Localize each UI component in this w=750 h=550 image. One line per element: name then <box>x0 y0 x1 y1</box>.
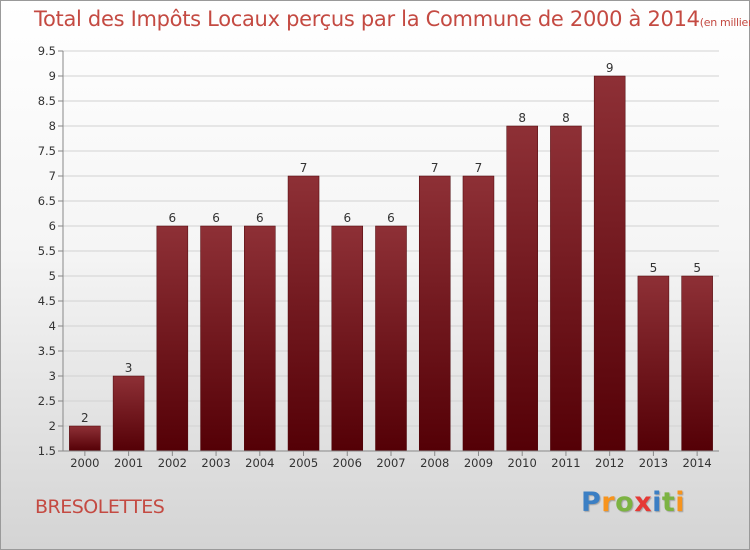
bar <box>506 125 538 452</box>
data-label: 5 <box>693 261 701 275</box>
data-label: 9 <box>606 61 614 75</box>
bar <box>593 75 626 452</box>
data-label: 2 <box>81 411 89 425</box>
y-tick-label: 7.5 <box>38 144 56 158</box>
data-label: 6 <box>343 211 351 225</box>
data-label: 7 <box>300 161 308 175</box>
chart-unit: (en milliers d'€) <box>699 16 750 29</box>
data-labels: 2 3 6 6 6 7 6 6 7 7 8 8 9 5 5 <box>81 61 701 425</box>
bars <box>69 75 713 452</box>
logo-letter: r <box>601 487 616 518</box>
x-tick-label: 2005 <box>289 456 318 470</box>
y-tick-label: 8 <box>49 119 56 133</box>
data-label: 7 <box>431 161 439 175</box>
logo-letter: i <box>675 487 686 518</box>
logo-letter: i <box>652 487 662 518</box>
y-tick-label: 4 <box>49 319 56 333</box>
data-label: 6 <box>212 211 220 225</box>
y-tick-label: 3 <box>49 369 56 383</box>
y-tick-label: 6 <box>49 219 56 233</box>
bar <box>331 225 364 452</box>
y-tick-label: 7 <box>49 169 56 183</box>
y-tick-label: 2 <box>49 419 56 433</box>
data-label: 5 <box>650 261 658 275</box>
x-tick-label: 2002 <box>158 456 187 470</box>
bar <box>375 225 407 452</box>
x-tick-label: 2010 <box>508 456 537 470</box>
data-label: 6 <box>169 211 177 225</box>
data-label: 6 <box>256 211 264 225</box>
bar <box>156 225 189 452</box>
y-tick-label: 8.5 <box>38 94 56 108</box>
x-tick-label: 2004 <box>245 456 274 470</box>
bar <box>681 275 713 452</box>
data-label: 7 <box>475 161 483 175</box>
x-tick-label: 2000 <box>70 456 99 470</box>
x-axis-ticks: 2000 2001 2002 2003 2004 2005 2006 2007 2008 2009… <box>70 451 712 470</box>
y-tick-label: 9.5 <box>38 44 56 58</box>
logo-letter: t <box>661 487 676 518</box>
bar <box>200 225 232 452</box>
x-tick-label: 2012 <box>595 456 624 470</box>
data-label: 8 <box>518 111 526 125</box>
chart-title-text: Total des Impôts Locaux perçus par la Co… <box>34 7 700 31</box>
axes <box>62 51 719 452</box>
proxiti-logo: Proxiti <box>581 487 685 518</box>
y-tick-label: 6.5 <box>38 194 56 208</box>
commune-name: BRESOLETTES <box>35 496 165 518</box>
y-tick-label: 5.5 <box>38 244 56 258</box>
data-label: 6 <box>387 211 395 225</box>
data-label: 3 <box>125 361 133 375</box>
data-label: 8 <box>562 111 570 125</box>
y-tick-label: 9 <box>49 69 56 83</box>
bar <box>418 175 451 452</box>
bar <box>112 375 145 452</box>
bar <box>69 425 101 452</box>
x-tick-label: 2008 <box>420 456 449 470</box>
x-tick-label: 2013 <box>639 456 668 470</box>
y-tick-label: 4.5 <box>38 294 56 308</box>
x-tick-label: 2014 <box>682 456 711 470</box>
y-tick-label: 1.5 <box>38 444 56 458</box>
x-tick-label: 2011 <box>551 456 580 470</box>
chart-title: Total des Impôts Locaux perçus par la Co… <box>34 7 750 31</box>
x-tick-label: 2001 <box>114 456 143 470</box>
x-tick-label: 2006 <box>333 456 362 470</box>
x-tick-label: 2009 <box>464 456 493 470</box>
bar <box>462 175 495 452</box>
y-tick-label: 5 <box>49 269 56 283</box>
y-tick-label: 2.5 <box>38 394 56 408</box>
logo-letter: x <box>634 487 653 518</box>
logo-letter: P <box>581 487 602 518</box>
y-axis-ticks: 1.5 2 2.5 3 3.5 4 4.5 5 5.5 6 6.5 7 7.5 8 8.5 9 9.5 <box>38 44 63 458</box>
logo-letter: o <box>615 487 635 518</box>
y-tick-label: 3.5 <box>38 344 56 358</box>
x-tick-label: 2003 <box>201 456 230 470</box>
bar <box>244 225 276 452</box>
bar <box>550 125 582 452</box>
bar <box>287 175 320 452</box>
x-tick-label: 2007 <box>376 456 405 470</box>
bar <box>637 275 670 452</box>
